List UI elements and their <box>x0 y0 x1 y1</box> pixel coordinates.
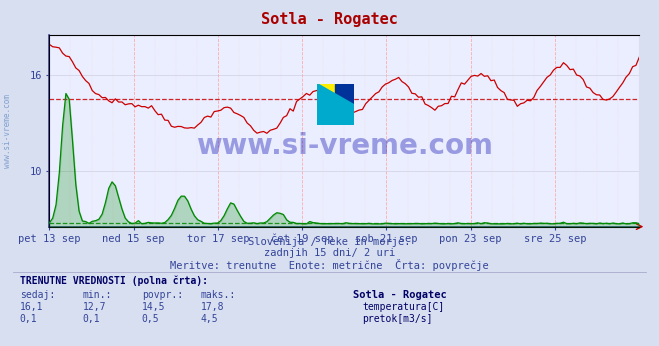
Text: povpr.:: povpr.: <box>142 290 183 300</box>
Polygon shape <box>318 84 354 125</box>
Bar <box>318 84 335 125</box>
Text: zadnjih 15 dni/ 2 uri: zadnjih 15 dni/ 2 uri <box>264 248 395 258</box>
Text: 14,5: 14,5 <box>142 302 165 312</box>
Text: 16,1: 16,1 <box>20 302 43 312</box>
Text: www.si-vreme.com: www.si-vreme.com <box>196 132 493 160</box>
Text: Sotla - Rogatec: Sotla - Rogatec <box>353 290 446 300</box>
Bar <box>335 84 354 125</box>
Text: 0,5: 0,5 <box>142 314 159 324</box>
Text: temperatura[C]: temperatura[C] <box>362 302 445 312</box>
Text: Sotla - Rogatec: Sotla - Rogatec <box>261 12 398 27</box>
Text: pretok[m3/s]: pretok[m3/s] <box>362 314 433 324</box>
Text: 4,5: 4,5 <box>201 314 219 324</box>
Text: min.:: min.: <box>82 290 112 300</box>
Text: www.si-vreme.com: www.si-vreme.com <box>3 94 13 169</box>
Text: TRENUTNE VREDNOSTI (polna črta):: TRENUTNE VREDNOSTI (polna črta): <box>20 275 208 285</box>
Text: Meritve: trenutne  Enote: metrične  Črta: povprečje: Meritve: trenutne Enote: metrične Črta: … <box>170 259 489 271</box>
Text: sedaj:: sedaj: <box>20 290 55 300</box>
Text: Slovenija / reke in morje.: Slovenija / reke in morje. <box>248 237 411 247</box>
Text: 12,7: 12,7 <box>82 302 106 312</box>
Text: 0,1: 0,1 <box>20 314 38 324</box>
Text: maks.:: maks.: <box>201 290 236 300</box>
Text: 17,8: 17,8 <box>201 302 225 312</box>
Text: 0,1: 0,1 <box>82 314 100 324</box>
